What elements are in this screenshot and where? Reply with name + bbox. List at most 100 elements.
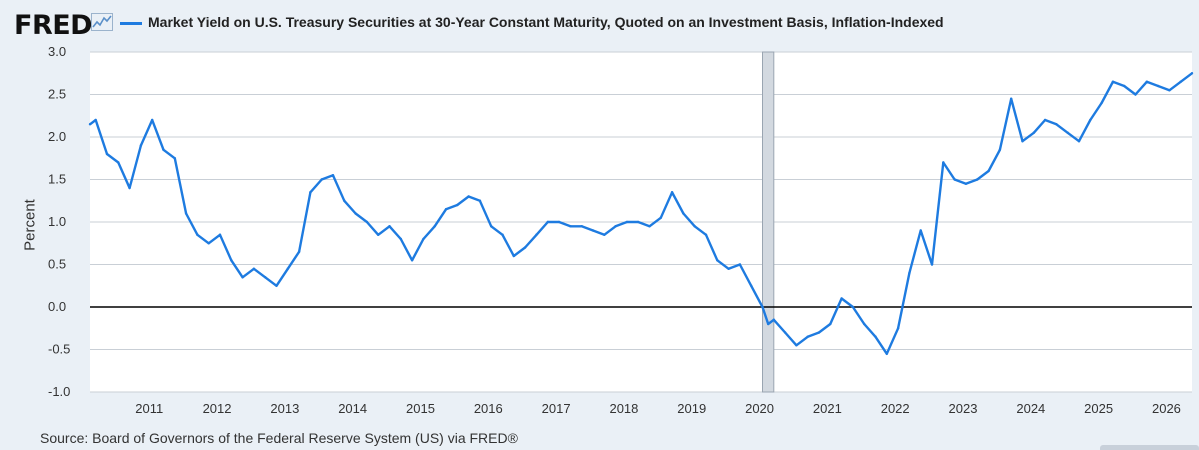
data-point bbox=[806, 335, 809, 338]
data-point bbox=[659, 216, 662, 219]
data-point bbox=[230, 259, 233, 262]
x-tick-label: 2015 bbox=[406, 401, 435, 416]
x-tick-label: 2018 bbox=[609, 401, 638, 416]
data-point bbox=[557, 220, 561, 224]
data-point bbox=[625, 220, 629, 224]
data-point bbox=[1009, 97, 1013, 100]
source-note: Source: Board of Governors of the Federa… bbox=[40, 430, 518, 446]
recession-band bbox=[762, 51, 775, 393]
data-point bbox=[1043, 118, 1047, 122]
data-point bbox=[863, 322, 866, 326]
x-tick-label: 2013 bbox=[270, 401, 299, 416]
data-point bbox=[173, 157, 176, 160]
data-point bbox=[896, 327, 900, 330]
x-tick-label: 2019 bbox=[677, 401, 706, 416]
data-point bbox=[682, 212, 685, 215]
corner-tab bbox=[1100, 445, 1199, 450]
data-point bbox=[1111, 80, 1115, 83]
data-point bbox=[1168, 89, 1171, 92]
data-point bbox=[885, 352, 889, 355]
data-point bbox=[716, 259, 719, 262]
x-tick-labels: 2011 2012 2013 2014 2015 2016 2017 2018 2019 2020… bbox=[135, 401, 1181, 416]
data-point bbox=[478, 199, 482, 202]
data-point bbox=[343, 199, 346, 202]
data-point bbox=[1179, 80, 1182, 83]
data-point bbox=[354, 212, 357, 215]
data-point bbox=[433, 225, 436, 228]
x-tick-label: 2016 bbox=[474, 401, 503, 416]
y-axis-label: Percent bbox=[21, 199, 39, 251]
data-point bbox=[817, 331, 821, 334]
data-point bbox=[399, 237, 403, 241]
fred-logo[interactable]: FRED bbox=[14, 10, 93, 41]
x-tick-label: 2021 bbox=[813, 401, 842, 416]
data-point bbox=[919, 229, 922, 232]
chart-header: FRED Market Yield on U.S. Treasury Secur… bbox=[0, 0, 1199, 46]
data-point bbox=[766, 322, 770, 326]
data-point bbox=[670, 191, 674, 194]
data-point bbox=[840, 297, 843, 300]
data-point bbox=[388, 225, 391, 228]
data-point bbox=[263, 276, 267, 279]
series-line bbox=[89, 72, 1193, 355]
gridlines bbox=[90, 51, 1192, 393]
data-point bbox=[1122, 84, 1126, 88]
data-point bbox=[365, 220, 369, 224]
data-point bbox=[331, 174, 335, 177]
x-tick-label: 2025 bbox=[1084, 401, 1113, 416]
data-point bbox=[591, 229, 595, 232]
data-point bbox=[908, 271, 911, 275]
data-point bbox=[218, 233, 222, 236]
y-tick-label: 0.5 bbox=[48, 257, 66, 272]
data-point bbox=[1089, 118, 1092, 122]
data-point bbox=[309, 191, 312, 194]
legend-label: Market Yield on U.S. Treasury Securities… bbox=[148, 14, 944, 30]
data-point bbox=[964, 182, 968, 185]
data-point bbox=[648, 225, 651, 228]
y-tick-label: -1.0 bbox=[48, 384, 70, 399]
data-point bbox=[105, 152, 109, 156]
x-tick-label: 2011 bbox=[135, 401, 163, 416]
x-tick-label: 2023 bbox=[949, 401, 978, 416]
data-point bbox=[196, 233, 199, 236]
y-tick-label: -0.5 bbox=[48, 342, 70, 357]
data-point bbox=[795, 344, 798, 347]
data-point bbox=[512, 254, 516, 258]
data-point bbox=[490, 225, 493, 228]
x-tick-label: 2012 bbox=[203, 401, 232, 416]
data-point bbox=[456, 203, 459, 207]
data-point bbox=[444, 208, 448, 211]
series-layer bbox=[88, 72, 1194, 355]
data-point bbox=[1100, 101, 1103, 105]
x-tick-label: 2024 bbox=[1016, 401, 1045, 416]
data-point bbox=[1145, 80, 1148, 83]
recession-shade bbox=[762, 51, 775, 393]
data-point bbox=[546, 220, 549, 224]
y-tick-label: 1.0 bbox=[48, 214, 66, 229]
data-point bbox=[139, 144, 143, 147]
data-point bbox=[693, 225, 696, 228]
x-tick-label: 2020 bbox=[745, 401, 774, 416]
data-point bbox=[829, 322, 832, 326]
data-point bbox=[851, 305, 855, 309]
data-point bbox=[987, 169, 990, 173]
y-tick-label: 3.0 bbox=[48, 44, 66, 59]
data-point bbox=[320, 178, 323, 181]
data-point bbox=[535, 233, 538, 236]
data-point bbox=[738, 263, 742, 266]
data-point bbox=[297, 250, 301, 253]
data-point bbox=[1190, 72, 1194, 75]
data-point bbox=[523, 246, 527, 249]
data-point bbox=[94, 118, 97, 122]
y-tick-label: 2.0 bbox=[48, 129, 66, 144]
y-tick-label: 1.5 bbox=[48, 172, 66, 187]
data-point bbox=[874, 335, 877, 338]
data-point bbox=[1032, 131, 1035, 134]
data-point bbox=[501, 233, 504, 236]
data-point bbox=[783, 331, 787, 334]
data-point bbox=[942, 161, 945, 164]
data-point bbox=[410, 259, 414, 262]
data-point bbox=[1066, 131, 1069, 134]
data-point bbox=[184, 212, 188, 215]
